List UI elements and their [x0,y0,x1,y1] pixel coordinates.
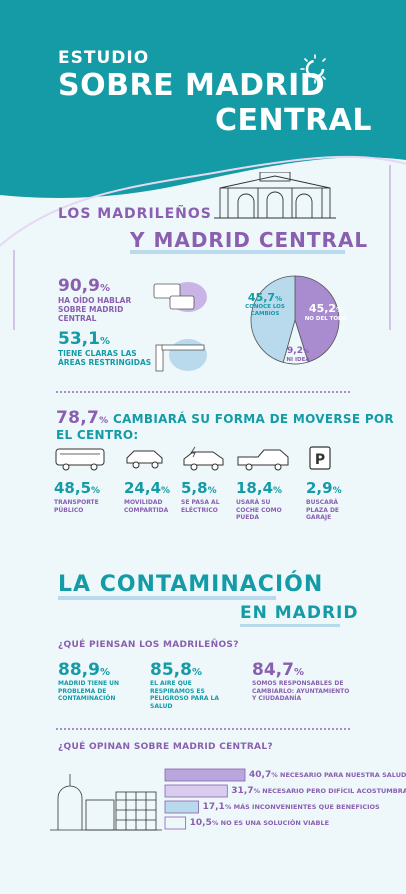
bar-text: NECESARIO PERO DIFÍCIL ACOSTUMBRARSE [262,787,406,795]
section2-title-line1: LA CONTAMINACIÓN [58,572,324,597]
stat-heard-value: 90,9 [58,276,100,296]
bar-label: 10,5% NO ES UNA SOLUCIÓN VIABLE [190,818,329,828]
stat-areas-value: 53,1 [58,329,100,349]
transport-item-garage: P 2,9% BUSCARÁ PLAZA DE GARAJE [306,445,362,522]
bar-unit: % [253,787,263,795]
pie-slice [294,275,340,363]
parking-icon: P [309,446,331,470]
bar-value: 40,7 [249,770,272,780]
shared-car-icon [126,450,163,469]
title-underline [240,624,340,627]
bar-label: 40,7% NECESARIO PARA NUESTRA SALUD [249,770,406,780]
bar-unit: % [271,771,280,779]
electric-car-icon [183,446,224,471]
transport-item-shared: 24,4% MOVILIDAD COMPARTIDA [124,445,180,514]
bar [164,800,200,814]
transport-item-electric: 5,8% SE PASA AL ELÉCTRICO [181,445,237,514]
section2-title-line2: EN MADRID [240,603,359,623]
brand-logo-icon [300,54,326,84]
title-underline [130,250,345,254]
svg-text:P: P [315,452,325,468]
pickup-car-icon [237,449,289,471]
pie-label-no-idea: 9,2% NI IDEA [286,346,310,363]
bar-label: 17,1% MÁS INCONVENIENTES QUE BENEFICIOS [203,802,380,812]
pie-slice [250,275,296,363]
bar-value: 31,7 [231,786,254,796]
header-title-line1: ESTUDIO [58,48,150,68]
bar-text: NECESARIO PARA NUESTRA SALUD [280,771,406,779]
stat-heard: 90,9% HA OÍDO HABLAR SOBRE MADRID CENTRA… [58,276,158,323]
bar-text: NO ES UNA SOLUCIÓN VIABLE [220,819,330,827]
metropolis-building-sketch-icon [50,774,162,831]
question-opinion-mc: ¿QUÉ OPINAN SOBRE MADRID CENTRAL? [58,742,273,752]
pie-label-known: 45,7% CONOCE LOS CAMBIOS [245,291,285,317]
header-background [0,0,406,330]
bar-value: 17,1 [202,802,225,812]
transport-headline: 78,7% CAMBIARÁ SU FORMA DE MOVERSE POR E… [56,408,394,442]
section1-title-line1: LOS MADRILEÑOS [58,206,212,222]
stat-heard-caption: HA OÍDO HABLAR SOBRE MADRID CENTRAL [58,296,132,323]
bar [164,784,228,798]
awareness-pie-chart [250,275,340,365]
title-underline [58,596,276,600]
header-title-line3: CENTRAL [215,103,373,138]
bar-unit: % [224,803,234,811]
section1-title-line2: Y MADRID CENTRAL [130,228,369,252]
bar [164,816,187,830]
transport-item-own-car: 18,4% USARÁ SU COCHE COMO PUEDA [236,445,292,522]
transport-headline-value: 78,7 [56,408,100,428]
divider [56,728,350,730]
stat-areas: 53,1% TIENE CLARAS LAS ÁREAS RESTRINGIDA… [58,329,158,367]
question-what-think: ¿QUÉ PIENSAN LOS MADRILEÑOS? [58,640,239,650]
alcala-gate-sketch-icon [214,172,336,219]
opinion-dangerous-air: 85,8% EL AIRE QUE RESPIRAMOS ES PELIGROS… [150,660,220,710]
stat-areas-caption: TIENE CLARAS LAS ÁREAS RESTRINGIDAS [58,349,152,367]
divider [56,391,350,393]
transport-item-public: 48,5% TRANSPORTE PÚBLICO [54,445,110,514]
bar-unit: % [211,819,221,827]
speech-bubbles-icon [153,282,207,312]
opinion-responsible: 84,7% SOMOS RESPONSABLES DE CAMBIARLO: A… [252,660,350,702]
transport-headline-text: CAMBIARÁ SU FORMA DE MOVERSE POR EL CENT… [56,412,394,442]
bar-text: MÁS INCONVENIENTES QUE BENEFICIOS [233,803,380,811]
bar-value: 10,5 [189,818,212,828]
stat-heard-unit: % [99,283,110,294]
header-title-line2: SOBRE MADRID [58,68,326,103]
bus-icon [55,448,105,471]
bar-label: 31,7% NECESARIO PERO DIFÍCIL ACOSTUMBRAR… [231,786,406,796]
opinion-problem: 88,9% MADRID TIENE UN PROBLEMA DE CONTAM… [58,660,120,702]
barrier-gate-icon [155,339,207,372]
bar [164,768,246,782]
stat-areas-unit: % [99,336,110,347]
pie-label-not-fully: 45,2% NO DEL TODO [304,302,348,322]
opinion-bar-chart [164,768,246,830]
